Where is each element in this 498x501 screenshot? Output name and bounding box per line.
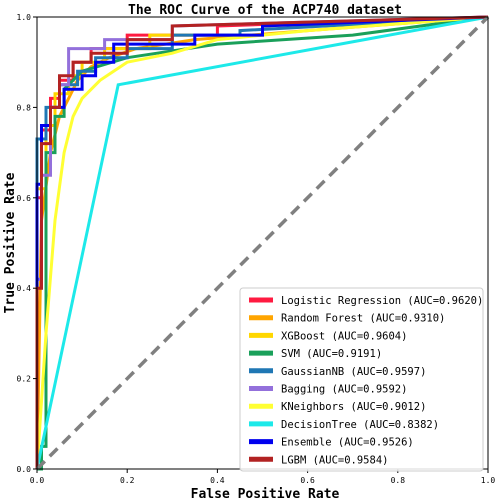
plot-area — [35, 15, 490, 471]
legend-label: LGBM (AUC=0.9584) — [281, 454, 388, 466]
x-tick-label: 0.6 — [300, 476, 315, 485]
x-tick-label: 0.2 — [120, 476, 135, 485]
y-axis-ticks: 0.0 0.2 0.4 0.6 0.8 1.0 — [17, 13, 37, 474]
chance-diagonal-line — [35, 15, 490, 471]
x-tick-label: 1.0 — [481, 476, 496, 485]
x-tick-label: 0.0 — [30, 476, 45, 485]
legend-label: Logistic Regression (AUC=0.9620) — [281, 295, 483, 307]
legend-label: Bagging (AUC=0.9592) — [281, 384, 407, 396]
y-tick-label: 1.0 — [17, 13, 32, 22]
roc-curve-9 — [35, 15, 489, 469]
legend-label: XGBoost (AUC=0.9604) — [281, 330, 407, 342]
y-tick-label: 0.6 — [17, 194, 32, 203]
legend-label: KNeighbors (AUC=0.9012) — [281, 401, 426, 413]
y-axis-label: True Positive Rate — [3, 172, 18, 313]
legend-label: Ensemble (AUC=0.9526) — [281, 437, 414, 449]
legend-label: GaussianNB (AUC=0.9597) — [281, 366, 426, 378]
roc-curve-6 — [35, 15, 489, 470]
chart-title: The ROC Curve of the ACP740 dataset — [128, 3, 402, 18]
y-tick-label: 0.2 — [17, 375, 32, 384]
y-tick-label: 0.4 — [17, 284, 32, 293]
legend-box — [239, 287, 484, 472]
y-tick-label: 0.0 — [17, 465, 32, 474]
x-tick-label: 0.8 — [391, 476, 406, 485]
legend-label: DecisionTree (AUC=0.8382) — [281, 419, 439, 431]
x-axis-ticks: 0.0 0.2 0.4 0.6 0.8 1.0 — [30, 469, 496, 485]
legend-label: SVM (AUC=0.9191) — [281, 348, 382, 360]
y-tick-label: 0.8 — [17, 103, 32, 112]
roc-curve-7 — [35, 15, 489, 470]
x-axis-label: False Positive Rate — [191, 487, 340, 501]
roc-curve-8 — [35, 15, 489, 469]
legend-label: Random Forest (AUC=0.9310) — [281, 313, 445, 325]
legend: Logistic Regression (AUC=0.9620) Random F… — [239, 287, 484, 472]
x-tick-label: 0.4 — [210, 476, 225, 485]
